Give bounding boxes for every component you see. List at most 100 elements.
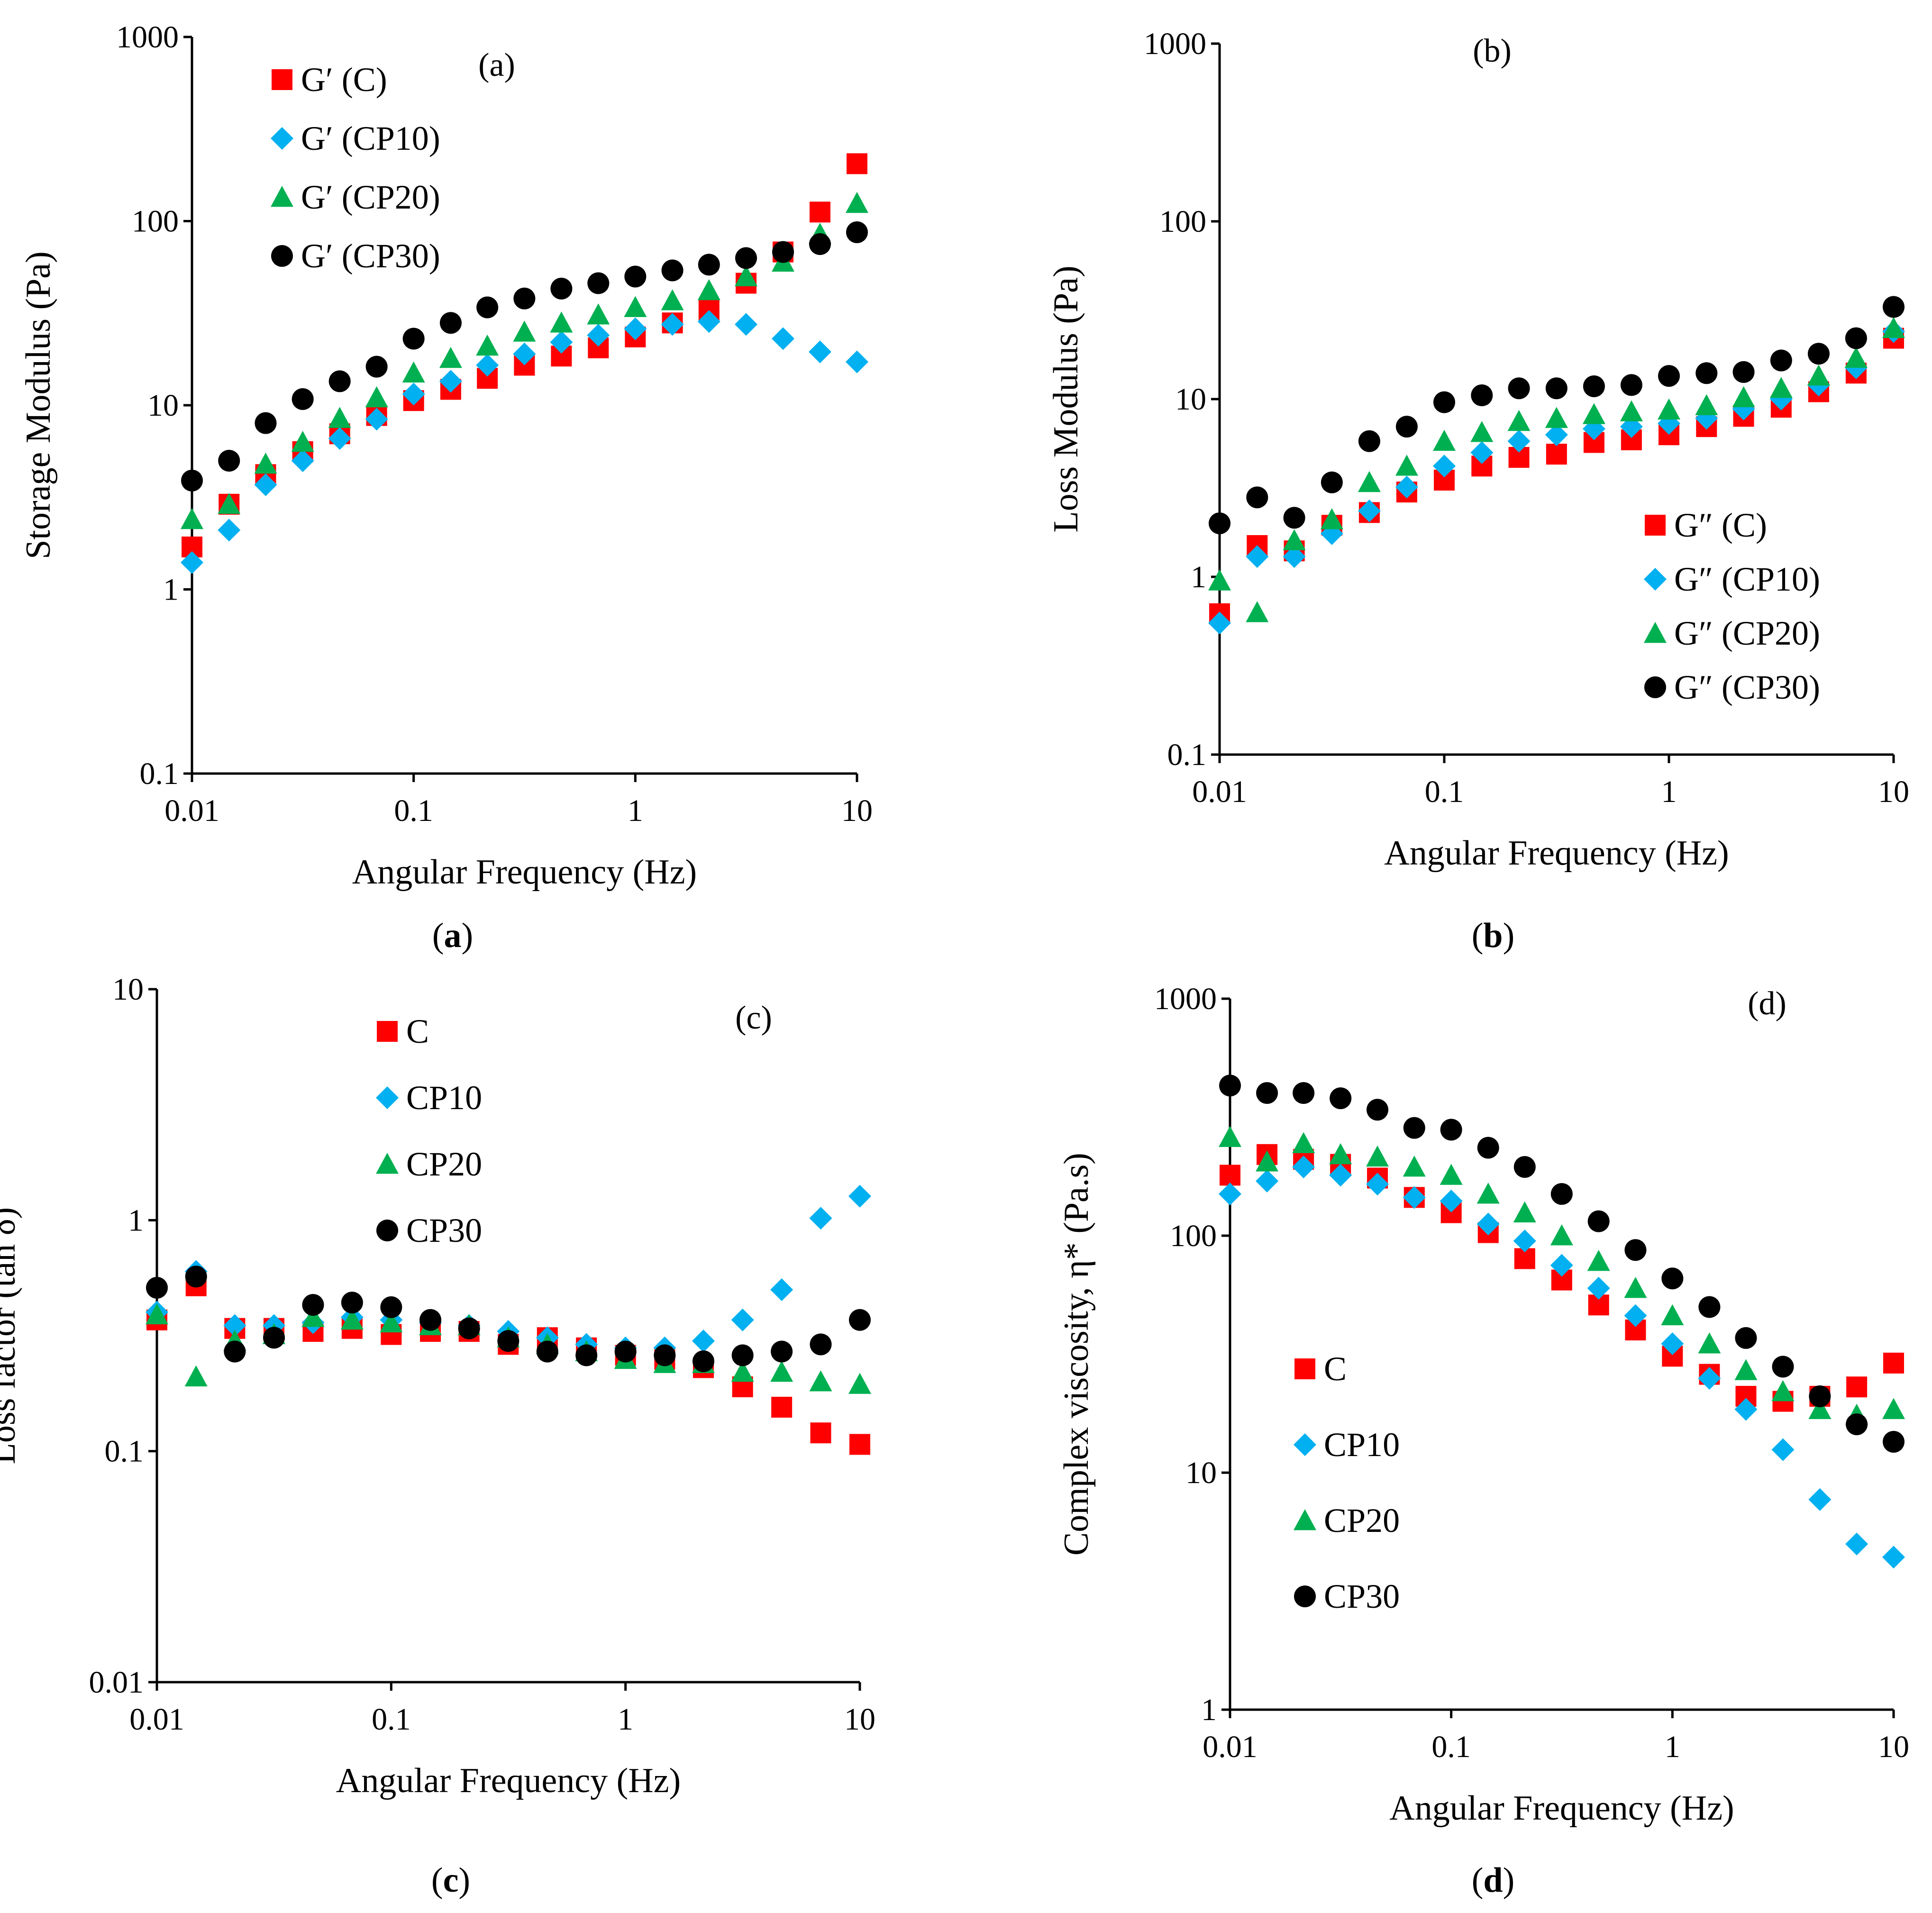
legend-marker-cp10 [376,1086,399,1109]
data-point-cp20 [550,311,573,333]
data-point-cp10 [1358,499,1381,522]
data-point-cp30 [849,1309,871,1331]
series-cp10 [1219,1155,1905,1569]
data-point-cp30 [772,241,794,263]
data-point-cp20 [380,1311,403,1332]
data-point-cp10 [772,327,795,350]
data-point-cp30 [1330,1087,1352,1110]
data-point-cp30 [1508,377,1530,400]
data-point-cp30 [624,265,647,288]
data-point-cp20 [1808,1398,1832,1419]
data-point-cp20 [1395,455,1418,476]
data-point-cp30 [536,1340,558,1363]
legend-label: CP20 [1324,1502,1400,1540]
data-point-cp30 [1883,1430,1905,1453]
data-point-cp10 [809,1207,832,1230]
data-point-cp10 [1550,1254,1573,1277]
data-point-cp30 [292,388,314,410]
panel-caption: (b) [1472,916,1514,955]
data-point-cp20 [1366,1145,1389,1167]
data-point-cp30 [497,1330,519,1352]
legend-label: C [1324,1350,1347,1388]
data-point-cp20 [1208,569,1231,591]
data-point-cp30 [1624,1239,1647,1261]
y-tick-label: 0.1 [140,756,179,791]
data-point-cp30 [1807,343,1830,365]
data-point-cp30 [1219,1075,1241,1097]
legend-marker-cp10 [271,127,293,150]
data-point-cp30 [1550,1183,1573,1205]
y-tick-label: 0.1 [105,1434,144,1469]
y-tick-label: 1 [128,1203,144,1238]
data-point-cp30 [654,1344,676,1366]
legend-marker-cp20 [1644,622,1667,643]
data-point-cp30 [587,272,610,294]
data-point-cp30 [302,1294,324,1316]
data-point-cp30 [513,287,536,310]
y-tick-label: 100 [1159,204,1206,239]
x-axis-title: Angular Frequency (Hz) [1384,834,1729,873]
data-point-cp30 [1367,1099,1389,1121]
data-point-cp10 [731,1308,754,1331]
legend-label: CP30 [1324,1577,1400,1615]
y-tick-label: 10 [1175,382,1206,417]
data-point-cp20 [1403,1155,1426,1177]
data-point-cp30 [698,254,720,276]
data-point-cp20 [731,1360,754,1382]
x-tick-label: 0.01 [129,1702,184,1737]
panel-caption: (d) [1472,1861,1514,1900]
data-point-cp30 [218,449,240,472]
data-point-cp20 [1256,1150,1279,1172]
data-point-cp30 [181,469,203,492]
data-point-cp10 [1882,1546,1905,1569]
data-point-cp20 [1844,346,1868,368]
data-point-cp20 [1433,429,1456,451]
y-tick-label: 10 [147,388,179,423]
x-tick-label: 0.1 [1425,774,1464,809]
series-cp20 [1208,317,1905,622]
data-point-cp30 [365,355,388,378]
data-point-cp10 [218,519,241,542]
panel-caption-letter: c [443,1861,459,1900]
data-point-cp10 [550,330,573,354]
data-point-cp20 [1329,1143,1352,1165]
data-point-cp20 [846,191,868,213]
data-point-cp30 [1283,507,1305,529]
data-point-c [849,1434,870,1455]
series-cp30 [146,1266,871,1373]
data-point-cp30 [1433,391,1455,413]
data-point-cp10 [1470,441,1494,464]
data-point-cp20 [301,1306,325,1327]
data-point-cp20 [1545,407,1568,428]
data-point-cp30 [809,233,831,255]
data-point-cp10 [692,1330,715,1353]
data-point-cp20 [1734,1359,1758,1380]
data-point-cp30 [1583,375,1605,398]
data-point-c [771,1396,793,1418]
data-point-cp10 [1734,1398,1758,1421]
data-point-cp20 [1624,1276,1647,1298]
data-point-cp30 [255,412,277,434]
panel-caption-letter: a [444,916,462,955]
legend-label: C [406,1012,429,1050]
data-point-cp10 [1395,475,1418,499]
x-tick-label: 10 [844,1702,875,1737]
data-point-cp10 [846,350,868,373]
data-point-cp10 [1771,1438,1795,1461]
data-point-cp10 [513,342,536,365]
data-point-cp10 [1808,1488,1832,1511]
data-point-cp20 [1320,508,1343,529]
legend-marker-cp30 [376,1220,398,1241]
data-point-cp20 [513,320,536,342]
data-point-cp20 [1550,1224,1573,1246]
data-point-cp20 [848,1373,871,1394]
data-point-cp30 [731,1344,754,1366]
legend-label: G″ (CP10) [1674,560,1820,598]
x-tick-label: 1 [628,793,643,828]
data-point-cp30 [614,1340,637,1363]
data-point-cp10 [181,551,203,574]
data-point-cp20 [1219,1126,1241,1147]
y-tick-label: 100 [132,204,179,239]
x-tick-label: 0.1 [1431,1730,1471,1764]
data-point-cp10 [697,310,720,333]
